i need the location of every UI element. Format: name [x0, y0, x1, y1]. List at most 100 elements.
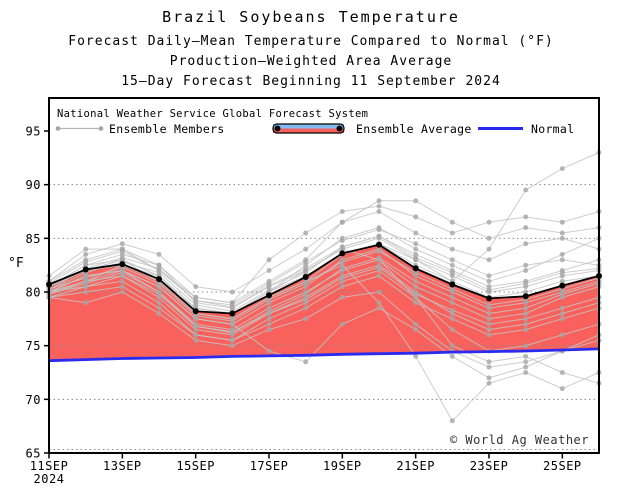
- ensemble-member-dot: [266, 268, 272, 273]
- ensemble-member-dot: [523, 241, 529, 247]
- y-axis-label: °F: [8, 256, 24, 271]
- ensemble-member-dot: [376, 209, 382, 214]
- ensemble-member-dot: [559, 257, 565, 263]
- ensemble-member-line: [48, 264, 600, 422]
- x-tick-label: 17SEP: [250, 459, 289, 473]
- ensemble-member-dot: [523, 316, 529, 322]
- ensemble-member-dot: [156, 265, 162, 271]
- ensemble-average-line: [46, 241, 602, 317]
- ensemble-member-dot: [559, 386, 565, 392]
- ensemble-member-dot: [559, 235, 565, 241]
- ensemble-member-dot: [193, 313, 199, 319]
- chart-title: Brazil Soybeans Temperature: [162, 8, 460, 26]
- ensemble-member-dot: [559, 166, 565, 172]
- ensemble-member-dot: [559, 332, 565, 338]
- ensemble-member-line: [48, 291, 600, 368]
- ensemble-member-dot: [559, 230, 565, 236]
- ensemble-member-dot: [413, 353, 419, 359]
- ensemble-member-dot: [376, 264, 382, 270]
- y-tick-label: 95: [26, 125, 41, 139]
- ensemble-member-dot: [156, 251, 162, 257]
- ensemble-member-dot: [303, 265, 309, 271]
- y-tick-label: 75: [26, 339, 41, 353]
- ensemble-member-dot: [559, 251, 565, 257]
- ensemble-member-dot: [449, 327, 455, 333]
- ensemble-member-dot: [193, 332, 199, 338]
- axis-ticks-and-labels: 65 70 75 80 85 90 95 11SEP 13SEP 15SEP 17SEP 19SEP 2…: [26, 125, 582, 474]
- ensemble-member-dot: [119, 273, 125, 279]
- ensemble-member-dot: [156, 300, 162, 306]
- ensemble-member-dot: [266, 257, 272, 263]
- ensemble-member-dot: [376, 300, 382, 306]
- ensemble-member-dot: [156, 311, 162, 316]
- ensemble-member-dot: [523, 280, 529, 286]
- ensemble-member-dot: [229, 304, 235, 310]
- ensemble-member-dot: [523, 353, 529, 359]
- normal-polyline: [48, 347, 600, 363]
- ensemble-member-dot: [486, 246, 492, 252]
- ensemble-member-dot: [413, 300, 419, 306]
- ensemble-member-line: [48, 257, 600, 334]
- ensemble-member-dot: [559, 278, 565, 284]
- ensemble-member-dot: [156, 291, 162, 297]
- ensemble-member-dot: [523, 289, 529, 295]
- ensemble-member-dot: [266, 297, 272, 302]
- ensemble-member-dot: [83, 289, 89, 295]
- ensemble-member-dot: [339, 259, 345, 265]
- watermark-text: © World Ag Weather: [450, 433, 589, 447]
- ensemble-member-dot: [413, 327, 419, 333]
- ensemble-member-dot: [559, 316, 565, 322]
- x-tick-label: 21SEP: [396, 459, 435, 473]
- legend-normal-label: Normal: [531, 122, 574, 136]
- ensemble-member-dot: [193, 298, 199, 304]
- normal-line: [48, 347, 600, 363]
- ensemble-member-dot: [266, 321, 272, 327]
- ensemble-member-dot: [229, 289, 235, 295]
- ensemble-member-dot: [119, 255, 125, 261]
- legend-ensemble-average-label: Ensemble Average: [356, 122, 472, 136]
- ensemble-member-dot: [376, 227, 382, 233]
- ensemble-member-dot: [413, 241, 419, 247]
- ensemble-member-line: [48, 275, 600, 341]
- ensemble-member-dot: [486, 219, 492, 225]
- chart-subtitle-1: Forecast Daily—Mean Temperature Compared…: [68, 34, 553, 49]
- ensemble-member-dot: [413, 284, 419, 290]
- y-tick-label: 85: [26, 232, 41, 246]
- chart-subtitle-2: Production—Weighted Area Average: [170, 54, 452, 69]
- ensemble-member-dot: [559, 311, 565, 316]
- ensemble-member-dot: [449, 286, 455, 292]
- ensemble-member-dot: [339, 219, 345, 225]
- ensemble-member-dot: [523, 225, 529, 231]
- legend: National Weather Service Global Forecast…: [55, 108, 574, 136]
- ensemble-average-polyline: [48, 243, 600, 315]
- ensemble-member-dot: [449, 307, 455, 313]
- ensemble-member-dot: [449, 353, 455, 359]
- ensemble-member-dot: [413, 321, 419, 327]
- y-tick-label: 80: [26, 286, 41, 300]
- ensemble-member-dot: [449, 270, 455, 276]
- ensemble-average-dot: [559, 282, 566, 289]
- ensemble-member-dot: [523, 364, 529, 370]
- ensemble-member-dot: [523, 214, 529, 220]
- ensemble-member-dot: [303, 259, 309, 265]
- ensemble-member-line: [48, 235, 600, 312]
- ensemble-member-dot: [449, 257, 455, 263]
- ensemble-average-swatch-icon: [272, 123, 345, 134]
- ensemble-member-dot: [339, 294, 345, 300]
- x-tick-label: 19SEP: [323, 459, 362, 473]
- ensemble-member-dot: [119, 284, 125, 290]
- ensemble-member-dot: [339, 209, 345, 214]
- ensemble-member-dot: [303, 359, 309, 365]
- ensemble-member-dot: [119, 289, 125, 295]
- ensemble-member-dot: [486, 316, 492, 322]
- ensemble-average-dot: [192, 308, 199, 315]
- ensemble-member-dot: [523, 305, 529, 311]
- ensemble-member-dot: [303, 270, 309, 276]
- chart-subtitle-3: 15—Day Forecast Beginning 11 September 2…: [121, 74, 501, 89]
- ensemble-member-dot: [523, 370, 529, 375]
- ensemble-member-dot: [486, 278, 492, 284]
- ensemble-average-dot: [486, 295, 492, 302]
- ensemble-member-dot: [193, 302, 199, 308]
- ensemble-member-dot: [83, 278, 89, 284]
- ensemble-member-dot: [523, 187, 529, 193]
